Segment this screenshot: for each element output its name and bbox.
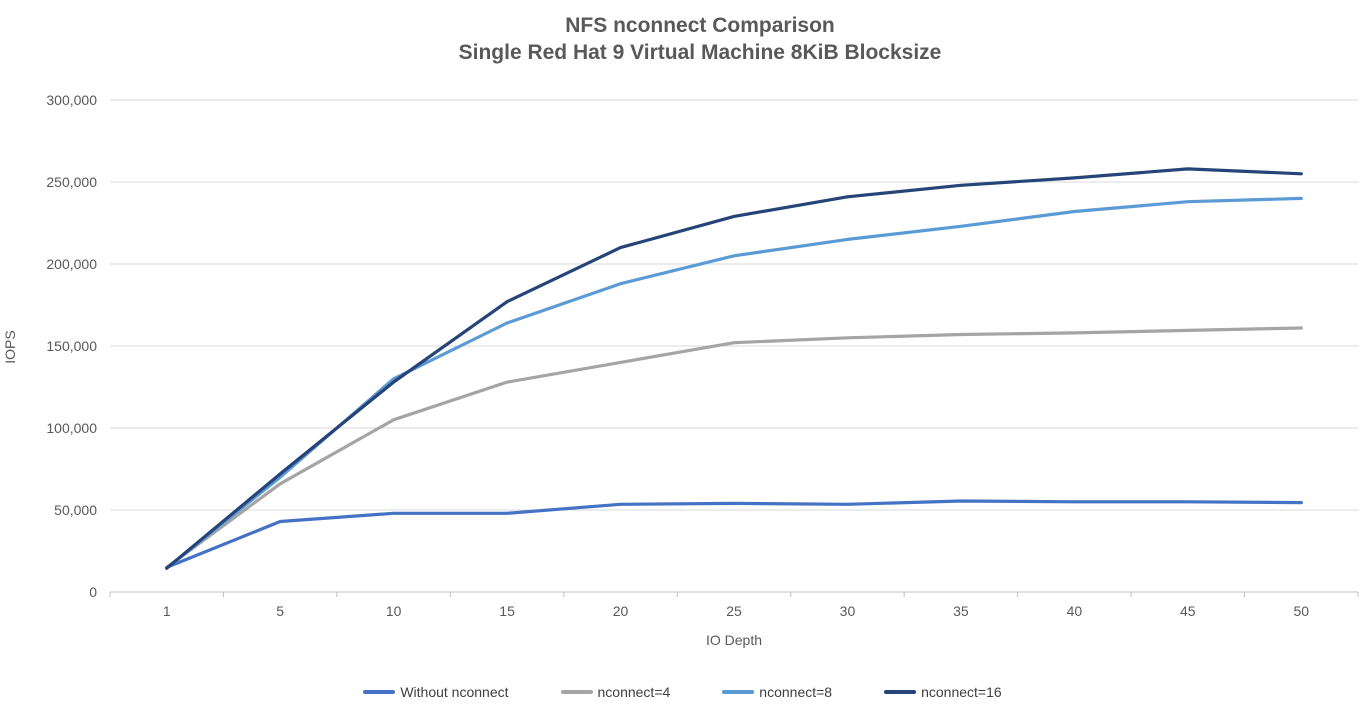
y-axis-title: IOPS: [2, 330, 18, 364]
chart-legend: Without nconnect nconnect=4 nconnect=8 ncon…: [0, 684, 1365, 700]
series-line-nconnect-4: [165, 326, 1303, 570]
x-axis-title: IO Depth: [705, 632, 763, 648]
chart-title-line1: NFS nconnect Comparison: [565, 14, 835, 37]
legend-item-nconnect-16: nconnect=16: [884, 684, 1002, 700]
legend-item-nconnect-8: nconnect=8: [722, 684, 832, 700]
y-tick-label: 50,000: [54, 502, 97, 518]
legend-label: nconnect=8: [759, 684, 833, 700]
x-tick-label: 30: [840, 603, 856, 619]
y-tick-label: 0: [89, 584, 97, 600]
x-tick-label: 50: [1293, 603, 1309, 619]
x-tick-label: 15: [499, 603, 515, 619]
legend-label: nconnect=4: [597, 684, 671, 700]
legend-item-nconnect-4: nconnect=4: [560, 684, 671, 700]
legend-label: Without nconnect: [400, 684, 509, 700]
x-tick-label: 25: [726, 603, 742, 619]
series-line-nconnect-8: [165, 196, 1303, 570]
x-tick-label: 35: [953, 603, 969, 619]
legend-swatch-icon: [722, 690, 755, 694]
x-tick-label: 1: [163, 603, 171, 619]
legend-swatch-icon: [560, 690, 593, 694]
x-tick-label: 45: [1180, 603, 1196, 619]
legend-swatch-icon: [884, 690, 917, 694]
legend-item-without-nconnect: Without nconnect: [363, 684, 509, 700]
series-line-nconnect-16: [165, 167, 1303, 570]
legend-label: nconnect=16: [921, 684, 1002, 700]
chart-title: NFS nconnect Comparison Single Red Hat 9…: [110, 12, 1290, 66]
chart-title-line2: Single Red Hat 9 Virtual Machine 8KiB Bl…: [458, 41, 942, 64]
legend-swatch-icon: [363, 690, 396, 694]
series-line-without-nconnect: [165, 499, 1303, 570]
y-tick-label: 300,000: [46, 92, 97, 108]
x-tick-label: 20: [613, 603, 629, 619]
x-tick-label: 5: [276, 603, 284, 619]
y-tick-label: 250,000: [46, 174, 97, 190]
x-tick-label: 40: [1067, 603, 1083, 619]
y-tick-label: 200,000: [46, 256, 97, 272]
y-tick-label: 150,000: [46, 338, 97, 354]
y-tick-label: 100,000: [46, 420, 97, 436]
x-tick-label: 10: [386, 603, 402, 619]
